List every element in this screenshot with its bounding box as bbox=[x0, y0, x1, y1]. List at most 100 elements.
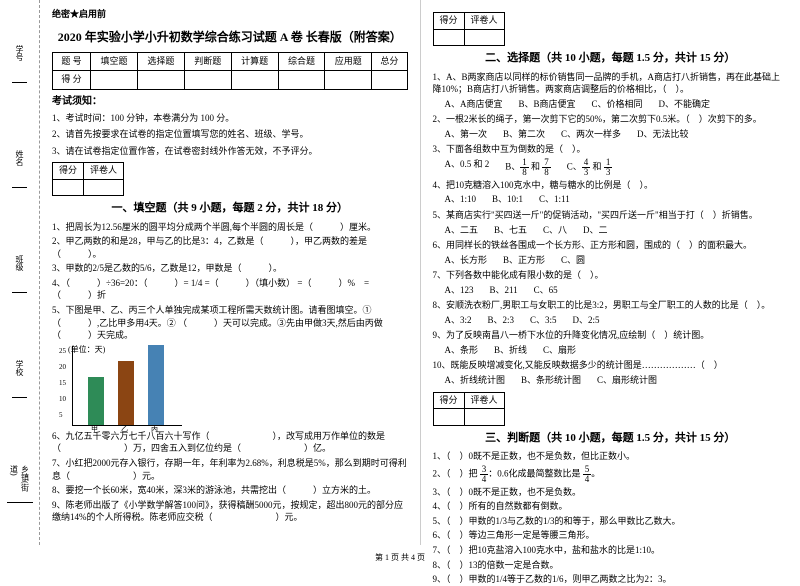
option: B、第二次 bbox=[503, 128, 545, 142]
option: C、3:5 bbox=[530, 314, 557, 328]
option: C、八 bbox=[543, 224, 567, 238]
options-row: A、第一次 B、第二次 C、两次一样多 D、无法比较 bbox=[445, 128, 789, 142]
td bbox=[137, 71, 184, 90]
question: 9、为了反映南昌八一桥下水位的升降变化情况,应绘制（ ）统计图。 bbox=[433, 329, 789, 342]
ytick: 15 bbox=[59, 378, 66, 389]
option: C、65 bbox=[534, 284, 558, 298]
chart-xlabel: 乙 bbox=[121, 424, 128, 435]
content-area: 绝密★启用前 2020 年实验小学小升初数学综合练习试题 A 卷 长春版（附答案… bbox=[40, 0, 800, 545]
question: 7、下列各数中能化成有限小数的是（ ）。 bbox=[433, 269, 789, 282]
binding-field: 姓名 bbox=[12, 148, 27, 188]
question: 9、陈老师出版了《小学数学解答100问》，获得稿酬5000元，按规定，超出800… bbox=[52, 499, 408, 524]
question: 2、一根2米长的绳子，第一次剪下它的50%，第二次剪下0.5米。（ ）次剪下的多… bbox=[433, 113, 789, 126]
td bbox=[278, 71, 325, 90]
question: 5、（ ）甲数的1/3与乙数的1/3的和等于，那么甲数比乙数大。 bbox=[433, 515, 789, 528]
question: 3、（ ）0既不是正数，也不是负数。 bbox=[433, 486, 789, 499]
option: C、扇形统计图 bbox=[597, 374, 657, 388]
ytick: 10 bbox=[59, 394, 66, 405]
options-row: A、0.5 和 2B、18 和 78C、43 和 13 bbox=[445, 158, 789, 177]
question: 4、（ ）所有的自然数都有倒数。 bbox=[433, 500, 789, 513]
options-row: A、条形 B、折线 C、扇形 bbox=[445, 344, 789, 358]
question: 4、把10克糖溶入100克水中，糖与糖水的比例是（ ）。 bbox=[433, 179, 789, 192]
option: C、扇形 bbox=[543, 344, 576, 358]
question: 5、某商店实行"买四送一斤"的促销活动，"买四斤送一斤"相当于打（ ）折销售。 bbox=[433, 209, 789, 222]
option: B、七五 bbox=[494, 224, 527, 238]
question: 7、小红把2000元存入银行，存期一年，年利率为2.68%，利息税是5%，那么到… bbox=[52, 457, 408, 482]
th: 题 号 bbox=[53, 52, 91, 71]
exam-title: 2020 年实验小学小升初数学综合练习试题 A 卷 长春版（附答案） bbox=[52, 28, 408, 46]
ytick: 5 bbox=[59, 410, 63, 421]
section3-title: 三、判断题（共 10 小题，每题 1.5 分，共计 15 分） bbox=[433, 430, 789, 447]
option: D、二 bbox=[583, 224, 608, 238]
option: A、第一次 bbox=[445, 128, 488, 142]
question: 1、（ ）0既不是正数，也不是负数，但比正数小。 bbox=[433, 450, 789, 463]
option: B、折线 bbox=[494, 344, 527, 358]
th: 判断题 bbox=[184, 52, 231, 71]
option: B、条形统计图 bbox=[521, 374, 581, 388]
question: 1、把周长为12.56厘米的圆平均分成两个半圆,每个半圆的周长是（ ）厘米。 bbox=[52, 221, 408, 234]
option: A、A商店便宜 bbox=[445, 98, 503, 112]
option: A、123 bbox=[445, 284, 474, 298]
option: B、10:1 bbox=[492, 193, 523, 207]
option: D、不能确定 bbox=[659, 98, 711, 112]
th: 计算题 bbox=[231, 52, 278, 71]
option: C、1:11 bbox=[539, 193, 570, 207]
option: C、两次一样多 bbox=[561, 128, 621, 142]
chart-bar bbox=[148, 345, 164, 425]
question: 8、安顺洗衣粉厂,男职工与女职工的比是3:2，男职工与全厂职工的人数的比是（ ）… bbox=[433, 299, 789, 312]
td bbox=[91, 71, 138, 90]
bar-chart: (单位：天) 25 20 15 10 5 甲乙丙 bbox=[72, 346, 182, 426]
binding-field: 乡镇(街道) bbox=[7, 463, 33, 503]
th: 总分 bbox=[372, 52, 407, 71]
chart-bar bbox=[88, 377, 104, 425]
option: D、2:5 bbox=[573, 314, 600, 328]
notice-item: 2、请首先按要求在试卷的指定位置填写您的姓名、班级、学号。 bbox=[52, 128, 408, 142]
question: 10、既能反映增减变化,又能反映数据多少的统计图是………………（ ） bbox=[433, 359, 789, 372]
options-row: A、A商店便宜B、B商店便宜C、价格相同D、不能确定 bbox=[445, 98, 789, 112]
option: A、长方形 bbox=[445, 254, 488, 268]
score-label: 得分 bbox=[433, 13, 464, 30]
section2-questions: 1、A、B两家商店以同样的标价销售同一品牌的手机，A商店打八折销售，再在此基础上… bbox=[433, 71, 789, 388]
option: C、价格相同 bbox=[592, 98, 643, 112]
question: 6、九亿五千零六万七千八百六十写作（ ），改写成用万作单位的数是（ ）万，四舍五… bbox=[52, 430, 408, 455]
question: 8、要挖一个长60米，宽40米，深3米的游泳池，共需挖出（ ）立方米的土。 bbox=[52, 484, 408, 497]
th: 综合题 bbox=[278, 52, 325, 71]
score-label: 得分 bbox=[433, 392, 464, 409]
section-score-box: 得分评卷人 bbox=[433, 392, 789, 426]
notice-heading: 考试须知： bbox=[52, 94, 408, 109]
td: 得 分 bbox=[53, 71, 91, 90]
section-score-box: 得分评卷人 bbox=[52, 162, 408, 196]
option: A、折线统计图 bbox=[445, 374, 506, 388]
page-footer: 第 1 页 共 4 页 bbox=[0, 552, 800, 563]
option: A、条形 bbox=[445, 344, 479, 358]
ytick: 25 bbox=[59, 346, 66, 357]
question: 3、甲数的2/5是乙数的5/6，乙数是12，甲数是（ ）。 bbox=[52, 262, 408, 275]
grader-label: 评卷人 bbox=[84, 163, 124, 180]
question: 5、下图是甲、乙、丙三个人单独完成某项工程所需天数统计图。请看图填空。① （ ）… bbox=[52, 304, 408, 342]
chart-bar bbox=[118, 361, 134, 425]
secrecy-mark: 绝密★启用前 bbox=[52, 8, 408, 22]
options-row: A、123B、211C、65 bbox=[445, 284, 789, 298]
chart-xlabel: 丙 bbox=[151, 424, 158, 435]
td bbox=[372, 71, 407, 90]
binding-field: 学校 bbox=[12, 358, 27, 398]
score-label: 得分 bbox=[53, 163, 84, 180]
question: 2、（ ）把 34：0.6化成最简整数比是 54。 bbox=[433, 465, 789, 484]
option: D、无法比较 bbox=[637, 128, 689, 142]
options-row: A、3:2B、2:3C、3:5D、2:5 bbox=[445, 314, 789, 328]
question: 6、用同样长的铁丝各围成一个长方形、正方形和圆，围成的（ ）的面积最大。 bbox=[433, 239, 789, 252]
section2-title: 二、选择题（共 10 小题，每题 1.5 分，共计 15 分） bbox=[433, 50, 789, 67]
option: A、3:2 bbox=[445, 314, 472, 328]
options-row: A、长方形 B、正方形 C、圆 bbox=[445, 254, 789, 268]
ytick: 20 bbox=[59, 362, 66, 373]
option: B、正方形 bbox=[503, 254, 545, 268]
grader-label: 评卷人 bbox=[464, 13, 504, 30]
right-column: 得分评卷人 二、选择题（共 10 小题，每题 1.5 分，共计 15 分） 1、… bbox=[421, 0, 800, 545]
question: 9、（ ）甲数的1/4等于乙数的1/6，则甲乙两数之比为2：3。 bbox=[433, 573, 789, 586]
binding-field: 学号 bbox=[12, 43, 27, 83]
question: 3、下面各组数中互为倒数的是（ ）。 bbox=[433, 143, 789, 156]
option: C、圆 bbox=[561, 254, 585, 268]
section-score-box: 得分评卷人 bbox=[433, 12, 789, 46]
grader-label: 评卷人 bbox=[464, 392, 504, 409]
binding-margin: 学号 姓名 班级 学校 乡镇(街道) bbox=[0, 0, 40, 545]
